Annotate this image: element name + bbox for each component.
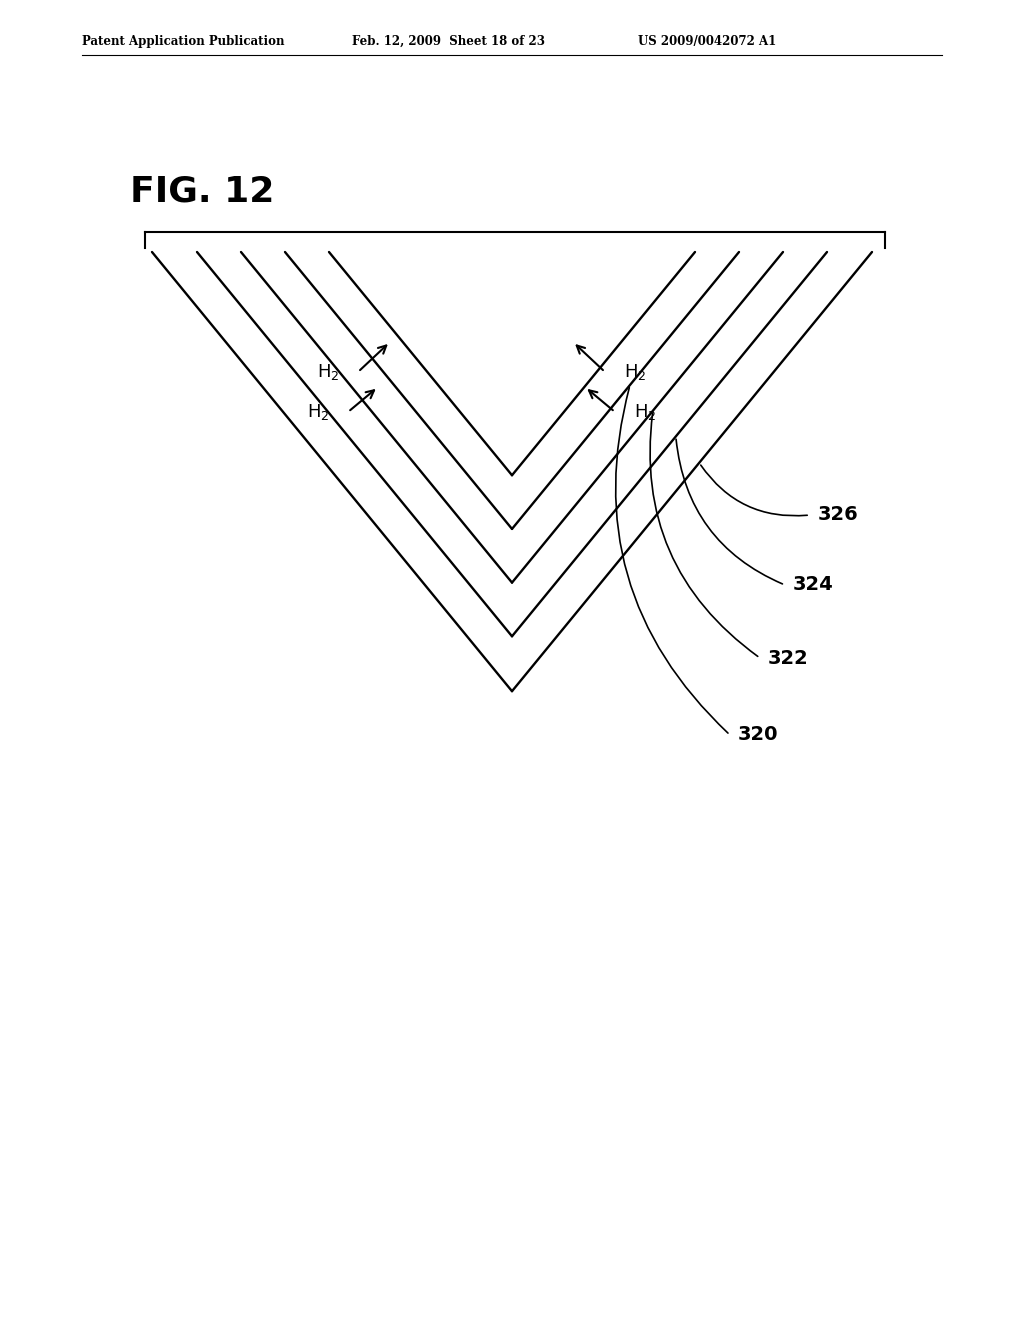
Text: Patent Application Publication: Patent Application Publication xyxy=(82,36,285,48)
Text: H$_2$: H$_2$ xyxy=(307,403,330,422)
Text: 322: 322 xyxy=(768,648,809,668)
Text: Feb. 12, 2009  Sheet 18 of 23: Feb. 12, 2009 Sheet 18 of 23 xyxy=(352,36,545,48)
Text: 324: 324 xyxy=(793,576,834,594)
Text: 326: 326 xyxy=(818,506,859,524)
Text: US 2009/0042072 A1: US 2009/0042072 A1 xyxy=(638,36,776,48)
Text: FIG. 12: FIG. 12 xyxy=(130,176,274,209)
Text: H$_2$: H$_2$ xyxy=(316,362,339,381)
Text: H$_2$: H$_2$ xyxy=(624,362,646,381)
Text: H$_2$: H$_2$ xyxy=(634,403,656,422)
Text: 320: 320 xyxy=(738,726,778,744)
